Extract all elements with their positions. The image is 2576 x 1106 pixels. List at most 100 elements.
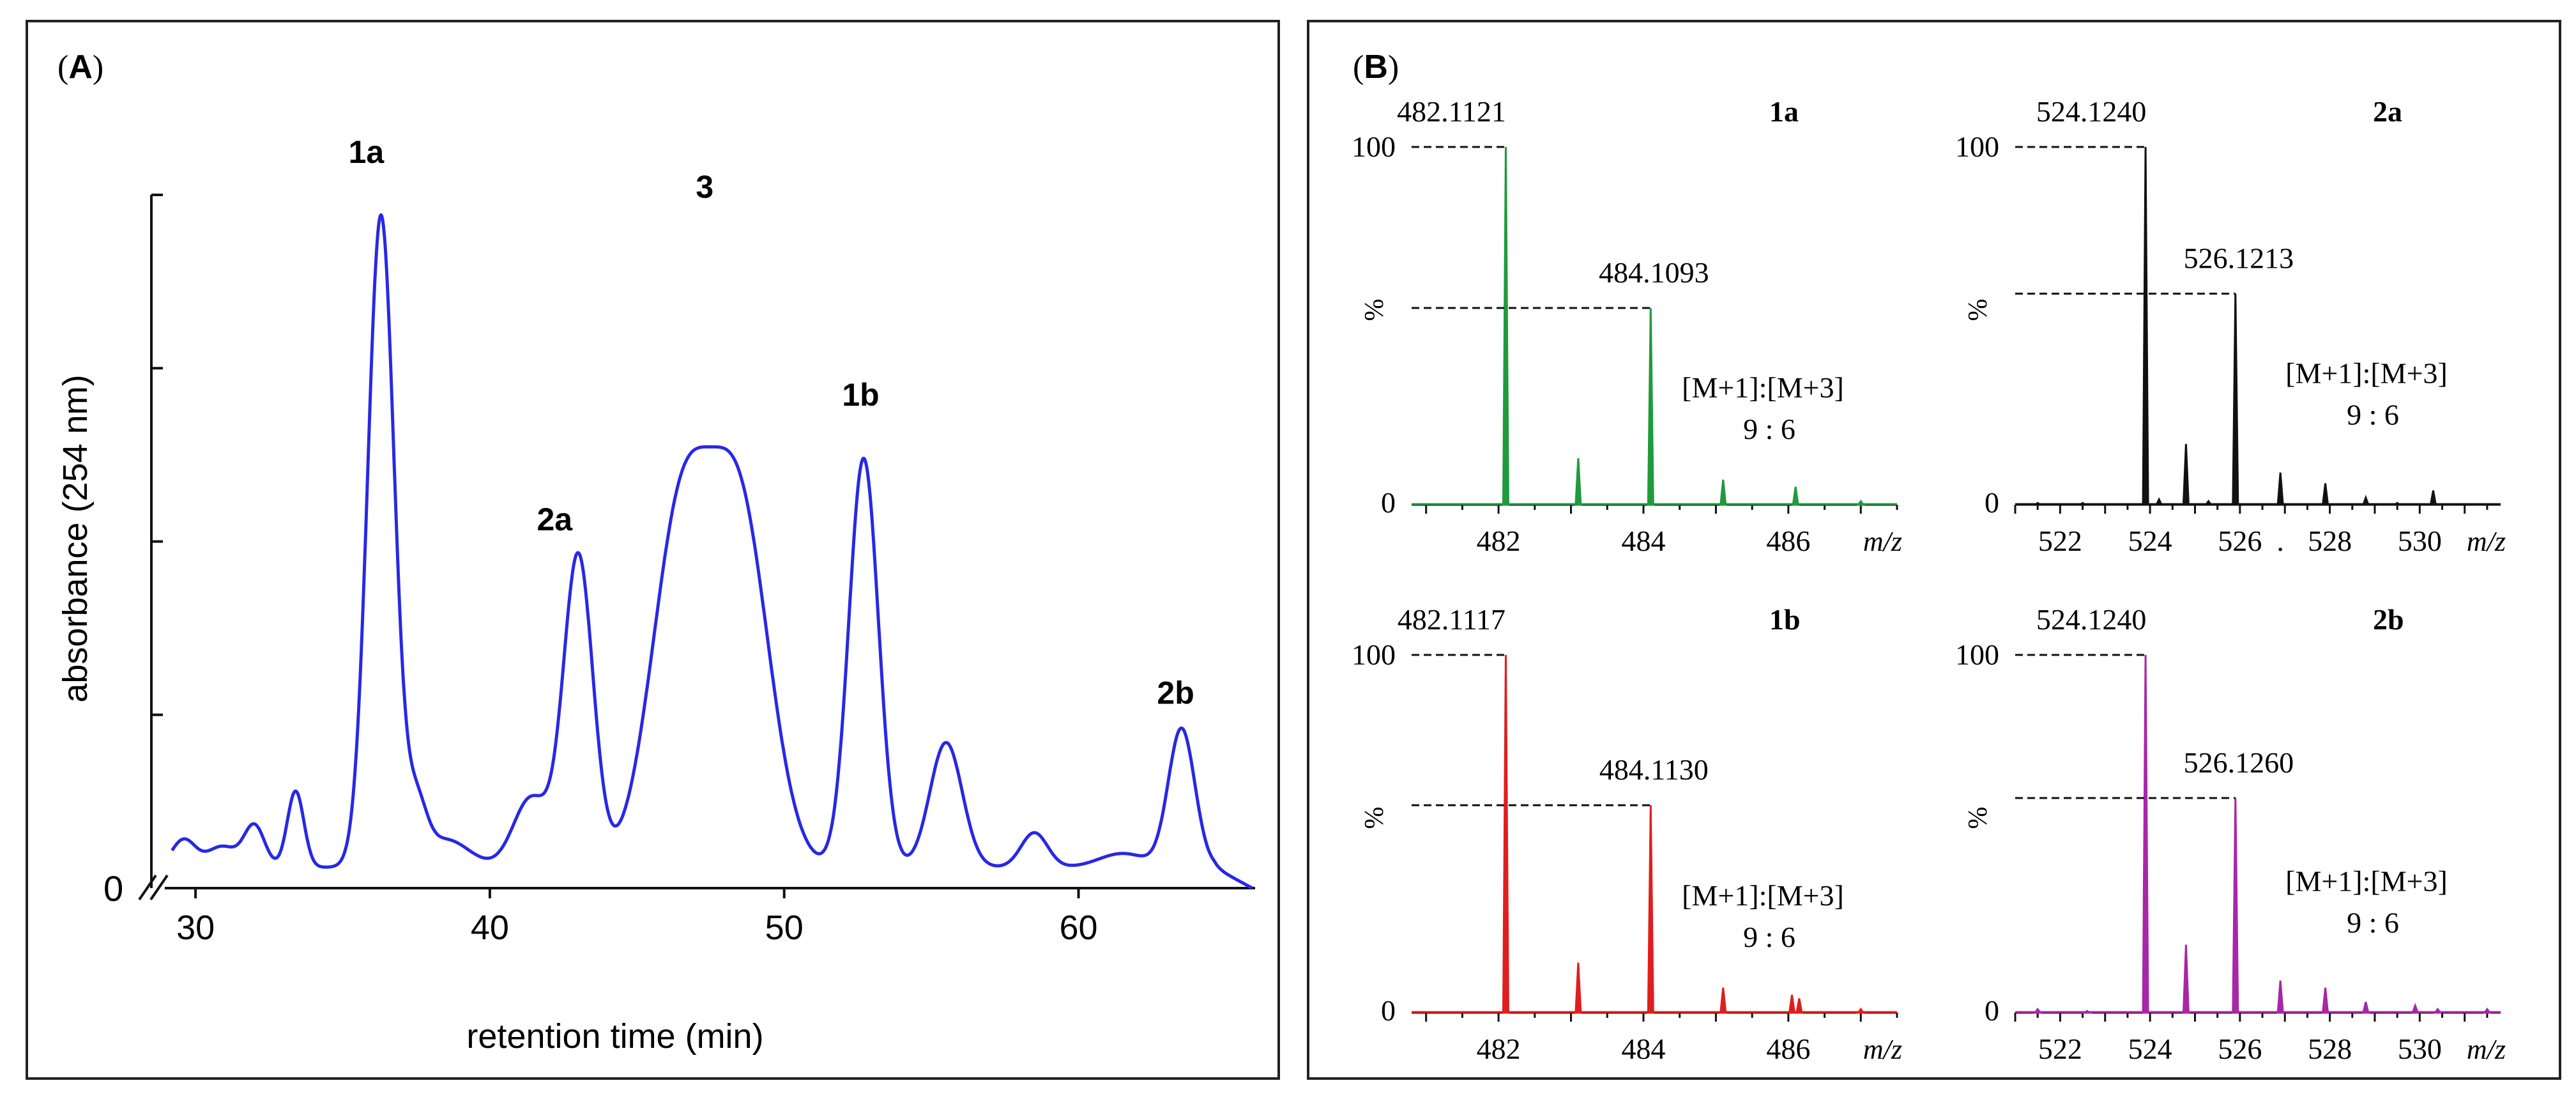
chrom-peak-label: 2a [537, 502, 573, 537]
ms-x-tick-label: 528 [2308, 1033, 2352, 1065]
ms-peak [2032, 502, 2043, 506]
ms-peak [2429, 490, 2437, 506]
chrom-peak-label: 3 [696, 169, 713, 204]
ms-peak-annotation: 524.1240 [2036, 603, 2147, 636]
ms-peak [2154, 497, 2163, 506]
ms-x-tick-label: 482 [1477, 525, 1521, 557]
ms-peak [2321, 987, 2329, 1014]
chrom-peak-label: 1a [349, 134, 385, 170]
ms-ratio-values: 9 : 6 [2347, 399, 2399, 431]
ms-sample-label: 2b [2373, 603, 2404, 636]
ms-peak-annotation: 482.1117 [1398, 603, 1505, 636]
ms-peak [2033, 1007, 2043, 1014]
chrom-ylabel: absorbance (254 nm) [56, 374, 95, 702]
ms-peak [2142, 654, 2149, 1014]
ms-x-tick-label: 522 [2038, 1033, 2082, 1065]
ms-peak [2204, 499, 2213, 506]
ms-peak [1574, 962, 1582, 1014]
ms-y-tick-label: 100 [1352, 638, 1396, 671]
ms-peak [2361, 1001, 2370, 1014]
chrom-trace [171, 213, 1253, 890]
chrom-axis-break-mark [149, 874, 169, 901]
ms-peak [2081, 1010, 2093, 1014]
ms-y-tick-label: 100 [1352, 130, 1396, 163]
ms-peak [2232, 293, 2239, 506]
ms-peak [2433, 1007, 2443, 1014]
chrom-axis-break-mark [138, 874, 157, 901]
ms-peak [1788, 994, 1796, 1014]
panel-a-frame [26, 20, 1280, 1080]
ms-x-tick-label: 524 [2128, 1033, 2172, 1065]
panel-b-frame [1307, 20, 2561, 1080]
chrom-y-zero-label: 0 [103, 868, 123, 909]
ms-x-extra-mark: . [2276, 525, 2284, 557]
ms-xlabel: m/z [1863, 1034, 1902, 1065]
ms-x-tick-label: 486 [1766, 1033, 1810, 1065]
ms-peak [2482, 1007, 2492, 1014]
ms-ratio-values: 9 : 6 [1743, 921, 1795, 953]
ms-peak [2276, 980, 2284, 1014]
ms-peak-annotation: 484.1130 [1599, 753, 1709, 786]
ms-peak [1647, 805, 1654, 1014]
ms-y-tick-label: 0 [1381, 994, 1396, 1027]
panel-b-label: (B) [1353, 49, 1399, 86]
ms-peak [2077, 502, 2089, 506]
ms-peak [1502, 654, 1509, 1014]
ms-x-tick-label: 482 [1477, 1033, 1521, 1065]
ms-peak-annotation: 482.1121 [1397, 95, 1506, 128]
ms-y-tick-label: 0 [1985, 994, 1999, 1027]
ms-x-tick-label: 486 [1766, 525, 1810, 557]
ms-ratio-title: [M+1]:[M+3] [1682, 371, 1844, 404]
ms-x-tick-label: 524 [2128, 525, 2172, 557]
ms-y-tick-label: 0 [1985, 486, 1999, 519]
ms-peak [2142, 146, 2149, 506]
ms-sample-label: 2a [2373, 95, 2402, 128]
ms-x-tick-label: 522 [2038, 525, 2082, 557]
ms-peak-annotation: 524.1240 [2036, 95, 2147, 128]
ms-ratio-title: [M+1]:[M+3] [2285, 357, 2448, 390]
ms-ratio-values: 9 : 6 [1743, 413, 1795, 445]
ms-peak-annotation: 484.1093 [1599, 256, 1709, 289]
ms-peak [2182, 944, 2190, 1014]
chrom-x-tick-label: 30 [176, 909, 215, 947]
ms-peak-annotation: 526.1213 [2184, 242, 2294, 275]
chrom-x-tick-label: 60 [1059, 909, 1097, 947]
ms-panel-1b: 100 0% 482 484 486 m/z 482.1117 484.1130 1b [M+1]… [1352, 603, 1902, 1065]
ms-peak [2411, 1002, 2420, 1014]
ms-peak [1647, 307, 1654, 506]
ms-peak [1574, 458, 1582, 506]
ms-peak [2232, 797, 2239, 1014]
ms-peak [1795, 998, 1803, 1014]
ms-x-tick-label: 530 [2398, 525, 2442, 557]
ms-peak-annotation: 526.1260 [2184, 746, 2294, 779]
ms-peak [2361, 495, 2370, 506]
ms-panel-1a: 100 0% 482 484 486 m/z 482.1121 484.1093 1a [M+1]… [1352, 95, 1902, 557]
ms-xlabel: m/z [2467, 526, 2506, 557]
ms-peak [2276, 472, 2284, 506]
ms-sample-label: 1b [1769, 603, 1801, 636]
ms-ylabel: % [1360, 299, 1389, 321]
ms-xlabel: m/z [1863, 526, 1902, 557]
ms-sample-label: 1a [1769, 95, 1799, 128]
chrom-x-tick-label: 40 [471, 909, 509, 947]
ms-x-tick-label: 484 [1621, 525, 1665, 557]
ms-peak [1792, 486, 1799, 506]
ms-x-tick-label: 530 [2398, 1033, 2442, 1065]
ms-peak [2391, 502, 2403, 506]
ms-panel-2a: 100 0% 522 524 526 528 530. m/z 524.1240 526.1213… [1955, 95, 2506, 557]
ms-x-tick-label: 526 [2218, 525, 2262, 557]
ms-x-tick-label: 528 [2308, 525, 2352, 557]
ms-ratio-values: 9 : 6 [2347, 907, 2399, 939]
ms-peak [1502, 146, 1509, 506]
panel-a-label: (A) [57, 49, 103, 86]
chrom-xlabel: retention time (min) [466, 1017, 763, 1056]
chrom-peak-label: 2b [1157, 675, 1194, 710]
ms-xlabel: m/z [2467, 1034, 2506, 1065]
chromatogram: 0 retention time (min) absorbance (254 n… [56, 134, 1255, 1056]
ms-ratio-title: [M+1]:[M+3] [2285, 865, 2448, 898]
ms-peak [1719, 479, 1727, 506]
ms-ylabel: % [1360, 807, 1389, 829]
ms-y-tick-label: 100 [1955, 638, 1999, 671]
chrom-peak-label: 1b [842, 377, 879, 413]
